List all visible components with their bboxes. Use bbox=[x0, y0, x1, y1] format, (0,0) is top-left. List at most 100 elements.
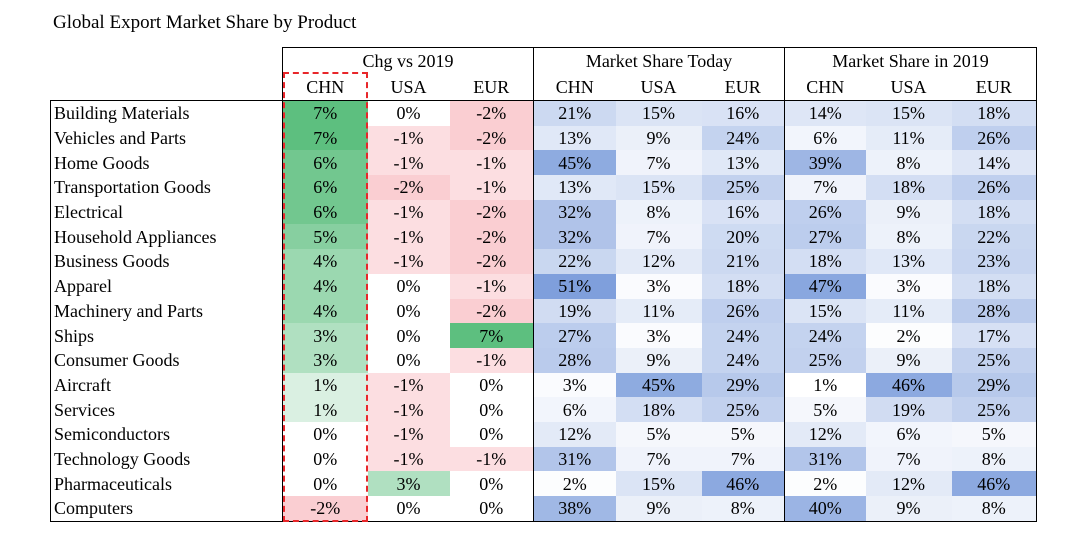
cell-today-eur: 18% bbox=[701, 273, 785, 299]
cell-today-eur: 24% bbox=[701, 125, 785, 151]
cell-chg-usa: 0% bbox=[367, 100, 450, 126]
row-label: Consumer Goods bbox=[50, 347, 283, 373]
cell-2019-usa: 2% bbox=[865, 323, 952, 348]
cell-today-usa: 7% bbox=[615, 446, 702, 472]
cell-chg-eur: 0% bbox=[449, 397, 534, 422]
col-header-today-usa: USA bbox=[615, 74, 702, 101]
cell-2019-eur: 17% bbox=[951, 323, 1037, 348]
cell-chg-chn: 1% bbox=[282, 397, 368, 422]
cell-today-eur: 29% bbox=[701, 372, 785, 398]
row-label: Aircraft bbox=[50, 372, 283, 398]
cell-chg-eur: -1% bbox=[449, 347, 534, 373]
cell-today-eur: 16% bbox=[701, 199, 785, 225]
table-row: Ships 3% 0% 7% 27% 3% 24% 24% 2% 17% bbox=[50, 323, 1037, 348]
row-label: Transportation Goods bbox=[50, 175, 283, 200]
cell-today-eur: 26% bbox=[701, 298, 785, 324]
cell-chg-usa: -1% bbox=[367, 421, 450, 447]
cell-chg-eur: 0% bbox=[449, 372, 534, 398]
cell-chg-chn: 6% bbox=[282, 199, 368, 225]
cell-chg-eur: -1% bbox=[449, 446, 534, 472]
cell-today-eur: 25% bbox=[701, 397, 785, 422]
cell-chg-eur: -2% bbox=[449, 224, 534, 250]
row-label: Household Appliances bbox=[50, 224, 283, 250]
col-header-today-chn: CHN bbox=[533, 74, 616, 101]
cell-2019-chn: 24% bbox=[784, 323, 866, 348]
cell-today-eur: 21% bbox=[701, 249, 785, 274]
cell-chg-usa: -1% bbox=[367, 397, 450, 422]
cell-2019-usa: 8% bbox=[865, 224, 952, 250]
table-row: Machinery and Parts 4% 0% -2% 19% 11% 26% 15% 11… bbox=[50, 298, 1037, 324]
cell-today-usa: 8% bbox=[615, 199, 702, 225]
cell-2019-usa: 9% bbox=[865, 347, 952, 373]
cell-chg-usa: 0% bbox=[367, 323, 450, 348]
cell-chg-eur: -2% bbox=[449, 298, 534, 324]
cell-today-chn: 6% bbox=[533, 397, 616, 422]
chart-title: Global Export Market Share by Product bbox=[53, 12, 357, 33]
cell-2019-eur: 28% bbox=[951, 298, 1037, 324]
cell-2019-eur: 8% bbox=[951, 496, 1037, 522]
cell-2019-usa: 7% bbox=[865, 446, 952, 472]
cell-2019-chn: 7% bbox=[784, 175, 866, 200]
cell-2019-eur: 25% bbox=[951, 397, 1037, 422]
cell-2019-eur: 14% bbox=[951, 150, 1037, 176]
cell-2019-eur: 23% bbox=[951, 249, 1037, 274]
col-header-2019-chn: CHN bbox=[784, 74, 866, 101]
market-share-table: Chg vs 2019 Market Share Today Market Sh… bbox=[50, 47, 1037, 522]
cell-chg-chn: 3% bbox=[282, 347, 368, 373]
cell-2019-eur: 5% bbox=[951, 421, 1037, 447]
cell-chg-chn: 0% bbox=[282, 446, 368, 472]
group-header-chg: Chg vs 2019 bbox=[282, 47, 534, 74]
cell-2019-chn: 27% bbox=[784, 224, 866, 250]
cell-chg-usa: -1% bbox=[367, 249, 450, 274]
table-row: Consumer Goods 3% 0% -1% 28% 9% 24% 25% 9% 25% bbox=[50, 347, 1037, 373]
corner-cell bbox=[50, 74, 283, 101]
table-row: Building Materials 7% 0% -2% 21% 15% 16% 14% 15%… bbox=[50, 100, 1037, 126]
cell-chg-eur: -2% bbox=[449, 125, 534, 151]
cell-2019-usa: 8% bbox=[865, 150, 952, 176]
cell-chg-usa: 0% bbox=[367, 496, 450, 522]
cell-today-chn: 32% bbox=[533, 224, 616, 250]
cell-chg-usa: -2% bbox=[367, 175, 450, 200]
cell-chg-eur: -2% bbox=[449, 199, 534, 225]
cell-today-chn: 22% bbox=[533, 249, 616, 274]
cell-chg-chn: 6% bbox=[282, 175, 368, 200]
cell-chg-usa: -1% bbox=[367, 224, 450, 250]
cell-2019-eur: 29% bbox=[951, 372, 1037, 398]
table-body: Building Materials 7% 0% -2% 21% 15% 16% 14% 15%… bbox=[50, 100, 1037, 522]
cell-today-chn: 32% bbox=[533, 199, 616, 225]
cell-today-eur: 25% bbox=[701, 175, 785, 200]
cell-today-eur: 13% bbox=[701, 150, 785, 176]
cell-2019-usa: 6% bbox=[865, 421, 952, 447]
cell-2019-usa: 19% bbox=[865, 397, 952, 422]
cell-chg-chn: 0% bbox=[282, 471, 368, 496]
col-header-2019-usa: USA bbox=[865, 74, 952, 101]
cell-2019-usa: 15% bbox=[865, 100, 952, 126]
cell-today-usa: 3% bbox=[615, 273, 702, 299]
col-header-today-eur: EUR bbox=[701, 74, 785, 101]
cell-2019-usa: 12% bbox=[865, 471, 952, 496]
cell-2019-chn: 6% bbox=[784, 125, 866, 151]
cell-today-usa: 12% bbox=[615, 249, 702, 274]
cell-chg-usa: -1% bbox=[367, 125, 450, 151]
cell-today-eur: 20% bbox=[701, 224, 785, 250]
row-label: Home Goods bbox=[50, 150, 283, 176]
column-header-row: CHN USA EUR CHN USA EUR CHN USA EUR bbox=[50, 74, 1037, 101]
cell-today-eur: 5% bbox=[701, 421, 785, 447]
cell-chg-chn: 4% bbox=[282, 298, 368, 324]
cell-2019-eur: 25% bbox=[951, 347, 1037, 373]
group-header-row: Chg vs 2019 Market Share Today Market Sh… bbox=[51, 47, 1037, 74]
cell-chg-eur: -2% bbox=[449, 100, 534, 126]
cell-today-usa: 7% bbox=[615, 150, 702, 176]
cell-today-chn: 13% bbox=[533, 175, 616, 200]
col-header-2019-eur: EUR bbox=[951, 74, 1037, 101]
row-label: Pharmaceuticals bbox=[50, 471, 283, 496]
cell-today-usa: 9% bbox=[615, 496, 702, 522]
row-label: Semiconductors bbox=[50, 421, 283, 447]
cell-today-chn: 2% bbox=[533, 471, 616, 496]
cell-chg-eur: 0% bbox=[449, 471, 534, 496]
cell-chg-eur: 7% bbox=[449, 323, 534, 348]
cell-2019-usa: 13% bbox=[865, 249, 952, 274]
table-row: Transportation Goods 6% -2% -1% 13% 15% 25% 7% 1… bbox=[50, 175, 1037, 200]
cell-today-eur: 7% bbox=[701, 446, 785, 472]
table-row: Home Goods 6% -1% -1% 45% 7% 13% 39% 8% 14% bbox=[50, 150, 1037, 176]
